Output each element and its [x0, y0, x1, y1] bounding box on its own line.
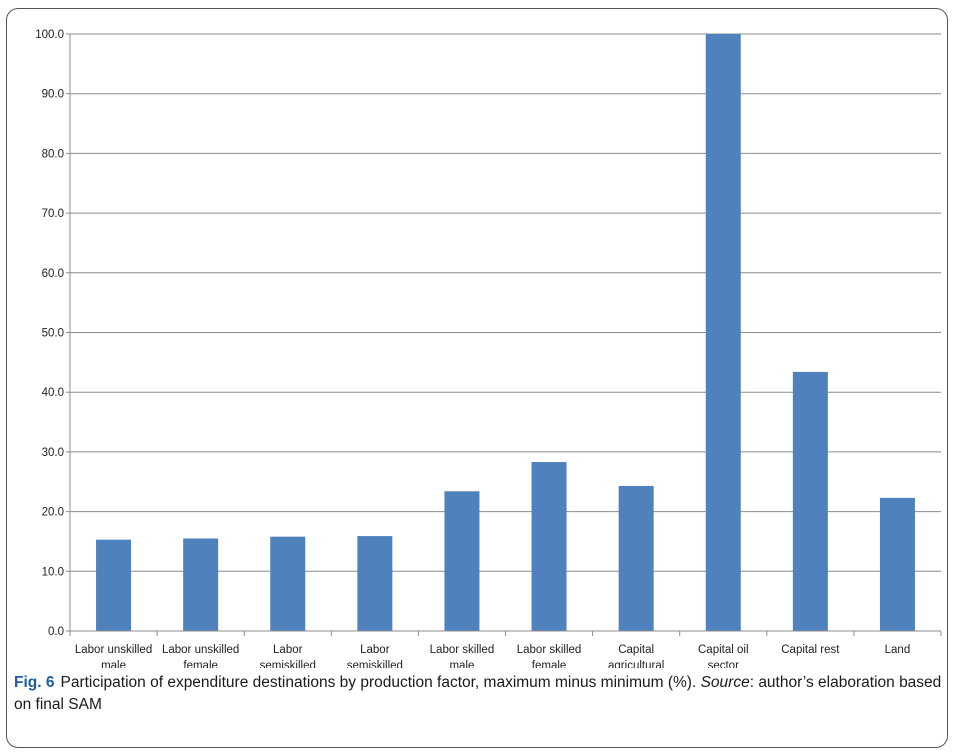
bar [879, 497, 915, 631]
y-tick-label: 10.0 [42, 566, 64, 578]
y-tick-label: 0.0 [48, 626, 64, 638]
bar [444, 491, 480, 631]
y-tick-label: 40.0 [42, 387, 64, 399]
x-tick-label: Land [885, 644, 911, 656]
y-tick-label: 20.0 [42, 507, 64, 519]
y-tick-label: 30.0 [42, 447, 64, 459]
bar-chart: 0.0 10.0 20.0 30.0 40.0 50.0 60.0 70.0 80.0 90.0 1… [35, 29, 942, 668]
y-tick-label: 60.0 [42, 268, 64, 280]
x-tick-label: Capital rest [781, 644, 840, 656]
y-tick-label: 50.0 [42, 328, 64, 340]
bar [270, 536, 306, 631]
bar [357, 536, 393, 631]
x-tick-label: Labor unskilled female [162, 644, 239, 668]
caption-text: Participation of expenditure destination… [60, 674, 701, 691]
x-tick-label: Capital oil sector [698, 644, 749, 668]
bar [531, 462, 567, 631]
axes [66, 33, 942, 636]
caption-source-text: : author’s elaboration based on final SA… [14, 674, 942, 713]
x-tick-label: Labor skilled female [517, 644, 582, 668]
figure-caption: Fig. 6 Participation of expenditure desti… [14, 672, 944, 716]
bar [618, 485, 654, 631]
y-tick-label: 80.0 [42, 148, 64, 160]
x-axis-tick-labels: Labor unskilled male Labor unskilled female… [75, 644, 910, 668]
figure-label: Fig. 6 [14, 674, 55, 691]
x-tick-label: Laborsemiskilledfemale [347, 644, 403, 668]
bars [96, 34, 915, 631]
bar [705, 34, 741, 631]
x-tick-label: Labor skilled male [430, 644, 495, 668]
y-tick-label: 70.0 [42, 208, 64, 220]
y-tick-label: 90.0 [42, 89, 64, 101]
bar [792, 371, 828, 631]
x-tick-label: Labor unskilled male [75, 644, 152, 668]
x-tick-label: Capital agricultural [608, 644, 664, 668]
y-axis-tick-labels: 0.0 10.0 20.0 30.0 40.0 50.0 60.0 70.0 80.0 90.0 1… [35, 29, 64, 638]
y-tick-label: 100.0 [35, 29, 64, 41]
bar [96, 539, 132, 631]
caption-source-label: Source [700, 674, 750, 691]
x-tick-label: Laborsemiskilledmale [260, 644, 316, 668]
bar [183, 538, 219, 631]
